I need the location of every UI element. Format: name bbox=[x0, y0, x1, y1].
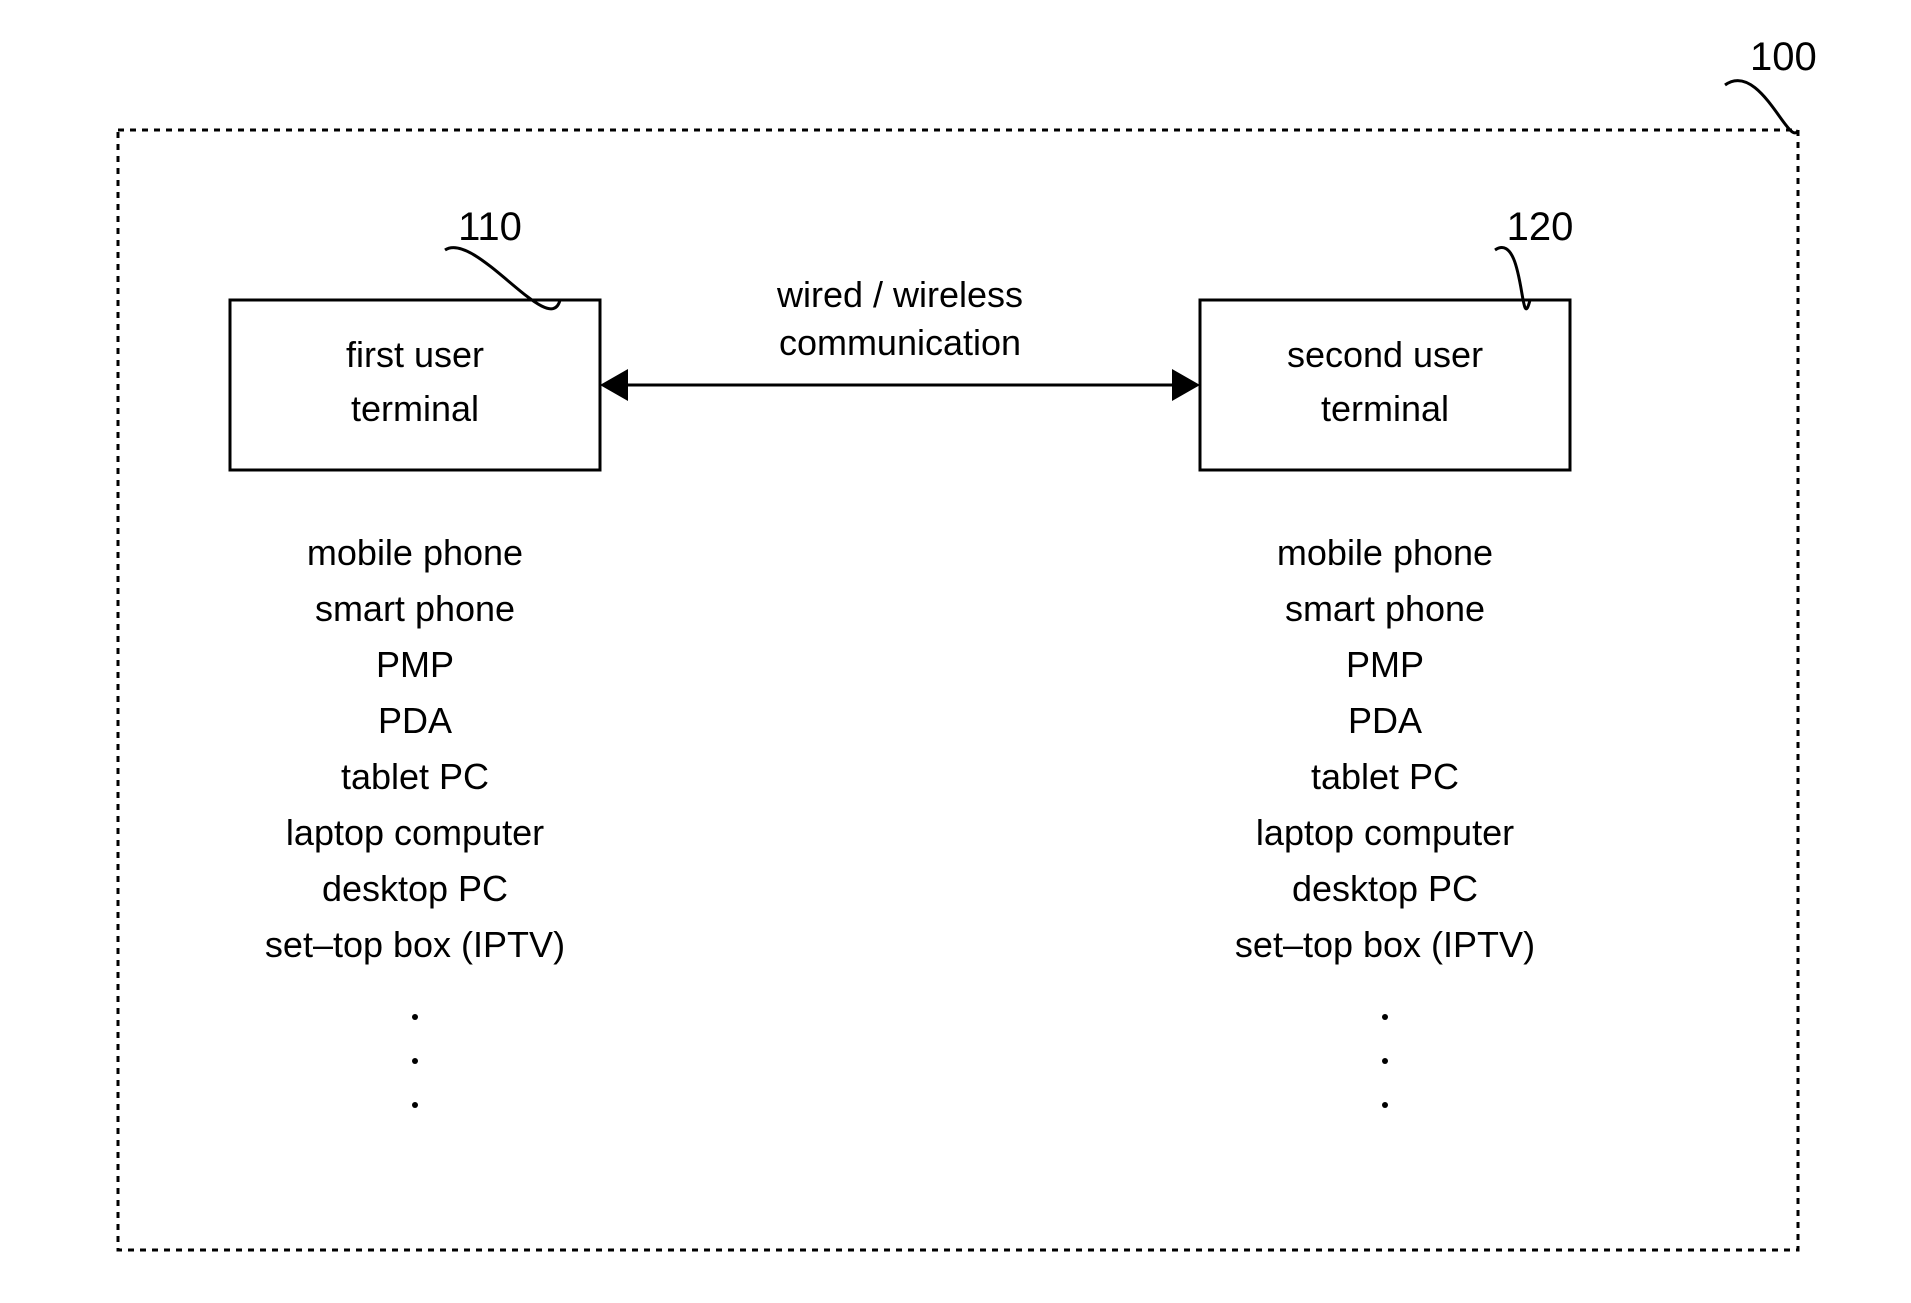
left-list-item: smart phone bbox=[315, 588, 515, 629]
left-ref-number: 110 bbox=[458, 205, 522, 249]
right-ellipsis-dot bbox=[1382, 1102, 1388, 1108]
right-list-item: PMP bbox=[1346, 644, 1424, 685]
left-list-item: PMP bbox=[376, 644, 454, 685]
left-list-item: PDA bbox=[378, 700, 452, 741]
left-list-item: desktop PC bbox=[322, 868, 508, 909]
left-ellipsis-dot bbox=[412, 1014, 418, 1020]
right-ref-number: 120 bbox=[1507, 205, 1574, 249]
left-ellipsis-dot bbox=[412, 1102, 418, 1108]
left-terminal-label-line2: terminal bbox=[351, 388, 479, 429]
right-terminal-label-line1: second user bbox=[1287, 334, 1483, 375]
right-list-item: laptop computer bbox=[1256, 812, 1514, 853]
connection-label-line2: communication bbox=[779, 322, 1021, 363]
canvas-bg bbox=[0, 0, 1911, 1303]
left-list-item: mobile phone bbox=[307, 532, 523, 573]
diagram-root: 100 first user terminal 110 mobile phone smar… bbox=[0, 0, 1911, 1303]
right-list-item: desktop PC bbox=[1292, 868, 1478, 909]
right-ellipsis-dot bbox=[1382, 1058, 1388, 1064]
right-ellipsis-dot bbox=[1382, 1014, 1388, 1020]
right-list-item: mobile phone bbox=[1277, 532, 1493, 573]
connection-label-line1: wired / wireless bbox=[776, 274, 1023, 315]
right-list-item: set–top box (IPTV) bbox=[1235, 924, 1535, 965]
left-ellipsis-dot bbox=[412, 1058, 418, 1064]
right-list-item: PDA bbox=[1348, 700, 1422, 741]
outer-ref-number: 100 bbox=[1750, 35, 1817, 79]
left-list-item: set–top box (IPTV) bbox=[265, 924, 565, 965]
left-terminal-label-line1: first user bbox=[346, 334, 484, 375]
right-list-item: smart phone bbox=[1285, 588, 1485, 629]
left-list-item: laptop computer bbox=[286, 812, 544, 853]
left-list-item: tablet PC bbox=[341, 756, 489, 797]
right-list-item: tablet PC bbox=[1311, 756, 1459, 797]
right-terminal-label-line2: terminal bbox=[1321, 388, 1449, 429]
